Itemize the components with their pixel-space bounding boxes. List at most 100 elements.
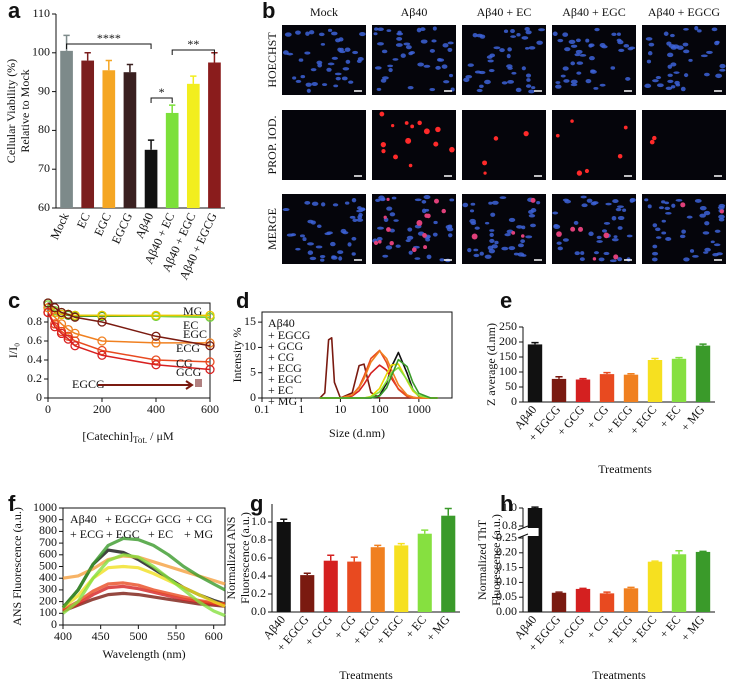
error-bar xyxy=(444,507,452,516)
nucleus xyxy=(510,35,517,38)
nucleus xyxy=(344,201,350,205)
nucleus xyxy=(396,36,403,41)
error-bar xyxy=(675,356,683,359)
nucleus xyxy=(517,243,524,248)
nucleus xyxy=(557,38,564,43)
nucleus xyxy=(697,29,702,33)
nucleus xyxy=(574,53,581,57)
y-tick-label: 100 xyxy=(499,364,517,378)
nucleus xyxy=(681,229,686,234)
y-tick-label: 80 xyxy=(38,122,50,136)
nucleus xyxy=(499,196,507,199)
bar xyxy=(441,515,456,612)
nucleus xyxy=(647,204,652,209)
nucleus xyxy=(304,200,311,205)
legend-label: + GCG xyxy=(146,512,181,526)
nucleus xyxy=(579,53,587,57)
bar xyxy=(647,360,663,402)
error-bar xyxy=(397,542,405,546)
error-bar xyxy=(699,550,707,553)
error-bar xyxy=(603,371,611,375)
bar xyxy=(81,60,95,209)
nucleus xyxy=(385,245,393,250)
stained-cell xyxy=(422,233,427,238)
point xyxy=(151,331,161,341)
error-bar xyxy=(675,549,683,555)
nucleus xyxy=(397,30,402,35)
nucleus xyxy=(711,27,718,32)
nucleus xyxy=(613,235,618,239)
nucleus xyxy=(405,45,412,50)
point xyxy=(50,322,60,332)
nucleus xyxy=(605,202,612,206)
nucleus xyxy=(629,197,636,203)
stained-cell xyxy=(471,233,478,240)
nucleus xyxy=(448,233,453,238)
bar xyxy=(323,560,338,612)
stained-cell xyxy=(511,230,516,235)
x-tick-label: 0.1 xyxy=(255,402,270,416)
bar xyxy=(671,358,687,402)
nucleus xyxy=(679,234,686,239)
nucleus xyxy=(386,206,393,211)
nucleus xyxy=(403,42,411,46)
nucleus xyxy=(347,242,352,247)
nucleus xyxy=(486,55,493,59)
nucleus xyxy=(674,80,680,85)
nucleus xyxy=(478,70,486,75)
nucleus xyxy=(599,42,606,48)
stained-cell xyxy=(386,227,391,232)
micrograph xyxy=(372,110,456,180)
nucleus xyxy=(593,86,599,90)
nucleus xyxy=(494,240,499,245)
y-tick-label: 1.0 xyxy=(251,514,266,528)
point xyxy=(97,310,107,321)
nucleus xyxy=(488,69,495,73)
nucleus xyxy=(414,257,421,260)
nucleus xyxy=(670,45,677,50)
stained-cell xyxy=(426,213,431,219)
nucleus xyxy=(625,76,631,81)
axis-break xyxy=(517,528,539,536)
stained-cell xyxy=(592,257,597,261)
nucleus xyxy=(564,47,571,52)
nucleus xyxy=(592,201,599,205)
nucleus xyxy=(714,229,721,233)
nucleus xyxy=(610,66,616,70)
nucleus xyxy=(666,41,672,46)
micrograph xyxy=(642,25,726,95)
micrograph xyxy=(282,110,366,180)
stained-cell xyxy=(404,121,409,125)
point xyxy=(151,310,161,321)
y-tick-label: 0.15 xyxy=(496,559,517,573)
error-bar xyxy=(147,139,155,150)
row-label: HOECHST xyxy=(265,32,279,88)
y-tick-label: 0.4 xyxy=(251,568,266,582)
x-tick-label: + MG xyxy=(423,612,453,644)
bar xyxy=(102,70,116,208)
stained-cell xyxy=(391,123,395,128)
nucleus xyxy=(538,28,545,32)
nucleus xyxy=(704,221,710,226)
nucleus xyxy=(426,254,432,260)
error-bar xyxy=(603,591,611,594)
nucleus xyxy=(378,195,385,201)
x-tick-label: 0 xyxy=(45,402,51,416)
error-bar xyxy=(627,373,635,375)
y-axis-label: Cellular Viability (%) xyxy=(4,59,18,163)
nucleus xyxy=(377,27,384,31)
point xyxy=(43,298,53,308)
nucleus xyxy=(439,258,445,262)
error-bar xyxy=(126,63,134,73)
y-tick-label: 200 xyxy=(499,334,517,348)
nucleus xyxy=(489,238,495,244)
panel-letter: c xyxy=(8,288,20,313)
nucleus xyxy=(446,227,454,232)
nucleus xyxy=(423,64,431,68)
nucleus xyxy=(599,83,606,87)
nucleus xyxy=(683,49,690,54)
nucleus xyxy=(506,53,511,59)
x-tick-label: 600 xyxy=(205,629,223,643)
x-tick-label: 550 xyxy=(167,629,185,643)
nucleus xyxy=(575,38,581,43)
